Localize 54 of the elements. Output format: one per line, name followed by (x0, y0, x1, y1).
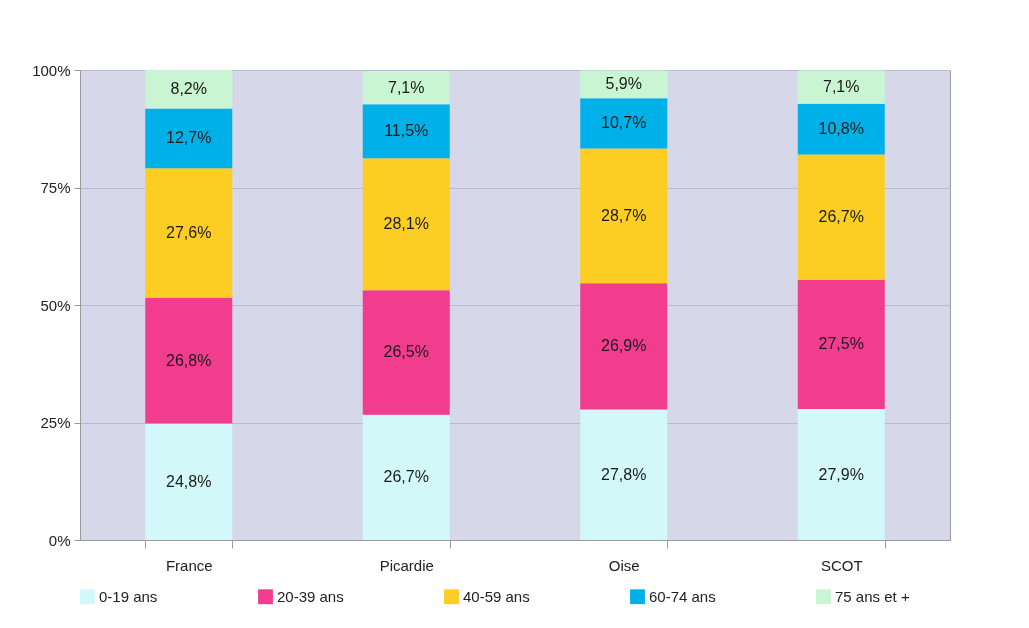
bar (797, 279, 885, 409)
x-tick-label: Oise (608, 556, 640, 574)
data-label: 26,7% (818, 208, 864, 226)
bar (145, 168, 233, 298)
y-tick-label: 75% (40, 179, 71, 197)
y-tick-label: 25% (40, 414, 71, 432)
data-label: 27,6% (166, 223, 212, 241)
bar (145, 297, 233, 424)
bar (580, 148, 668, 284)
legend-label: 0-19 ans (99, 587, 158, 605)
bar (362, 414, 450, 540)
data-label: 8,2% (170, 80, 207, 98)
data-label: 10,8% (818, 120, 864, 138)
y-tick-label: 0% (48, 531, 71, 549)
data-label: 24,8% (166, 472, 212, 490)
data-label: 26,5% (383, 343, 429, 361)
legend-label: 75 ans et + (835, 587, 910, 605)
bar (797, 409, 885, 540)
legend-label: 20-39 ans (277, 587, 344, 605)
bar (145, 108, 233, 169)
data-label: 5,9% (605, 75, 642, 93)
bar (362, 290, 450, 415)
data-label: 26,8% (166, 351, 212, 369)
bar (145, 70, 233, 109)
bar (580, 70, 668, 99)
bar (580, 283, 668, 410)
data-label: 7,1% (388, 78, 425, 96)
data-label: 27,8% (601, 465, 647, 483)
bar (797, 154, 885, 280)
x-tick-label: Picardie (379, 556, 434, 574)
legend-label: 60-74 ans (649, 587, 716, 605)
bar (362, 158, 450, 291)
data-label: 28,7% (601, 206, 647, 224)
bar (362, 70, 450, 105)
bar (145, 423, 233, 540)
data-label: 7,1% (823, 78, 860, 96)
data-label: 26,7% (383, 468, 429, 486)
y-tick-label: 50% (40, 296, 71, 314)
data-label: 27,5% (818, 335, 864, 353)
legend-label: 40-59 ans (463, 587, 530, 605)
data-label: 26,9% (601, 337, 647, 355)
x-tick-label: France (165, 556, 213, 574)
x-tick-label: SCOT (820, 556, 863, 574)
data-label: 12,7% (166, 129, 212, 147)
bar (797, 70, 885, 104)
bar (580, 98, 668, 149)
data-label: 27,9% (818, 465, 864, 483)
data-label: 28,1% (383, 215, 429, 233)
bar (362, 104, 450, 159)
bar (797, 103, 885, 155)
bar (580, 409, 668, 540)
y-tick-label: 100% (32, 61, 71, 79)
data-label: 11,5% (384, 122, 429, 140)
data-label: 10,7% (601, 114, 647, 132)
